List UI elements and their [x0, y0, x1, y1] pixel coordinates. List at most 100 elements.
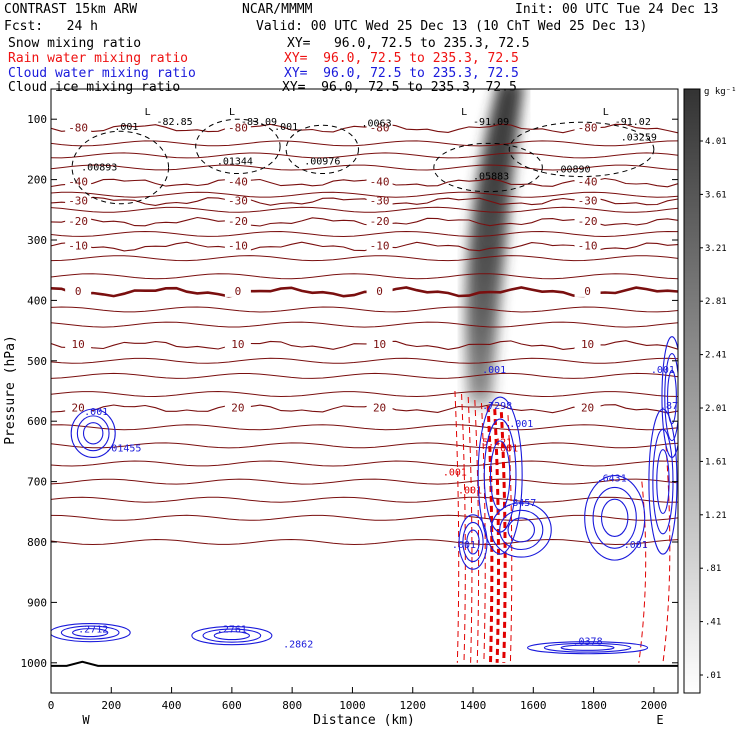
cloud-ice-contour	[508, 121, 655, 178]
isotherm	[51, 496, 678, 503]
x-tick-label: 400	[162, 699, 182, 712]
cloud-ice-label: .00890	[554, 164, 590, 175]
isotherm-label: -30	[578, 194, 598, 207]
isotherm-label: -40	[228, 176, 248, 189]
cloud-water-contour	[584, 475, 646, 561]
isotherm-label-bg	[224, 121, 251, 134]
colorbar-tick-label: .81	[705, 564, 721, 574]
isotherm-label-bg	[65, 284, 92, 297]
y-tick-label: 200	[27, 174, 47, 187]
isotherm-label: -40	[578, 176, 598, 189]
cloud-water-contour	[51, 622, 131, 643]
cloud-water-contours: .001 .001 .7298 .001 .8457 .001 .879 .6431 .001.…	[51, 336, 684, 655]
isotherm	[51, 140, 678, 147]
field-xy-rain: XY= 96.0, 72.5 to 235.3, 72.5	[284, 51, 519, 66]
cloud-water-contour	[600, 498, 629, 537]
cloud-water-contour	[466, 529, 480, 555]
isotherm-label: 20	[72, 402, 85, 415]
isotherm-label: -80	[228, 121, 248, 134]
isotherm	[51, 538, 678, 546]
isotherm-label-bg	[366, 284, 393, 297]
y-tick-label: 800	[27, 536, 47, 549]
cloud-water-contour	[60, 625, 120, 640]
cloud-water-contour	[72, 628, 109, 638]
cloud-water-label: .01455	[105, 443, 141, 454]
isotherm-label-bg	[65, 214, 92, 227]
x-tick-label: 0	[48, 699, 55, 712]
colorbar-tick-label: 1.61	[705, 457, 727, 467]
cloud-water-contour	[213, 631, 251, 641]
rain-label: .001	[443, 468, 467, 479]
x-tick-label: 200	[101, 699, 121, 712]
colorbar-tick-label: .01	[705, 671, 721, 681]
snow-extreme-marker: L	[229, 107, 235, 118]
field-label-cloud-ice: Cloud ice mixing ratio	[8, 80, 181, 95]
cloud-water-contour	[458, 514, 488, 570]
isotherm-label: -20	[370, 215, 390, 228]
cloud-water-label: .8457	[506, 498, 536, 509]
isotherm	[51, 196, 678, 206]
isotherm-label: 10	[231, 338, 244, 351]
colorbar-tick-label: 2.41	[705, 351, 727, 361]
cloud-water-label: .879	[660, 401, 684, 412]
right-endpoint-label: E	[656, 713, 663, 727]
terrain-line	[51, 660, 678, 667]
isotherm-label-bg	[366, 175, 393, 188]
cloud-water-contour	[661, 336, 678, 458]
cloud-ice-label: .00976	[304, 157, 340, 168]
cloud-water-contour	[664, 353, 678, 442]
cloud-ice-contour	[285, 124, 359, 175]
snow-extreme-marker: L	[603, 107, 609, 118]
isotherm-label-bg	[224, 338, 251, 351]
snow-plume-cell	[466, 385, 495, 410]
temperature-contours: -80 -80 -80 -80 -40 -40 -40 -40 -30 -30 -30 -30 -20 -…	[51, 121, 678, 546]
y-tick-label: 900	[27, 596, 47, 609]
colorbar	[683, 88, 701, 694]
isotherm-label-bg	[366, 239, 393, 252]
x-tick-label: 1800	[580, 699, 607, 712]
cloud-water-contour	[202, 628, 262, 643]
org-title: NCAR/MMMM	[242, 2, 313, 17]
y-tick-label: 300	[27, 234, 47, 247]
cloud-water-label: .7298	[482, 401, 512, 412]
cloud-water-contour	[667, 369, 677, 425]
cloud-water-label: .2712	[78, 625, 108, 636]
isotherm-label: -10	[68, 240, 88, 253]
isotherm-label: 0	[75, 285, 82, 298]
isotherm-label-bg	[574, 284, 601, 297]
x-tick-label: 1400	[460, 699, 487, 712]
cloud-ice-contour	[71, 130, 170, 205]
model-title: CONTRAST 15km ARW	[4, 2, 138, 17]
y-tick-label: 600	[27, 415, 47, 428]
cloud-water-contour	[656, 449, 670, 515]
isotherm-label-bg	[574, 214, 601, 227]
isotherm-label-bg	[574, 239, 601, 252]
y-tick-label: 700	[27, 476, 47, 489]
isotherm-label-bg	[224, 284, 251, 297]
isotherm	[51, 273, 678, 280]
isotherm-label-bg	[65, 239, 92, 252]
isotherm	[51, 357, 678, 364]
isotherm	[51, 177, 678, 188]
isotherm	[51, 216, 678, 227]
field-label-cloud-water: Cloud water mixing ratio	[8, 66, 196, 81]
cloud-ice-contours: .001 .001 .0063 .03259 .00893 .01344 .00976 .05…	[71, 107, 657, 205]
cloud-water-contour	[70, 408, 116, 458]
x-tick-label: 1200	[399, 699, 426, 712]
isotherm-label-bg	[366, 214, 393, 227]
isotherm-label: -80	[578, 121, 598, 134]
isotherm	[51, 255, 678, 262]
cloud-water-contour	[560, 644, 615, 651]
isotherm-label-bg	[224, 175, 251, 188]
cloud-water-contour	[477, 396, 523, 555]
isotherm	[51, 241, 678, 252]
isotherm	[51, 460, 678, 467]
isotherm-label: -30	[228, 194, 248, 207]
x-tick-label: 1600	[520, 699, 547, 712]
rain-contour	[461, 393, 466, 663]
rain-contour	[474, 400, 480, 663]
isotherm-label: -40	[370, 176, 390, 189]
isotherm-label: -20	[68, 215, 88, 228]
isotherm-label: 10	[72, 338, 85, 351]
